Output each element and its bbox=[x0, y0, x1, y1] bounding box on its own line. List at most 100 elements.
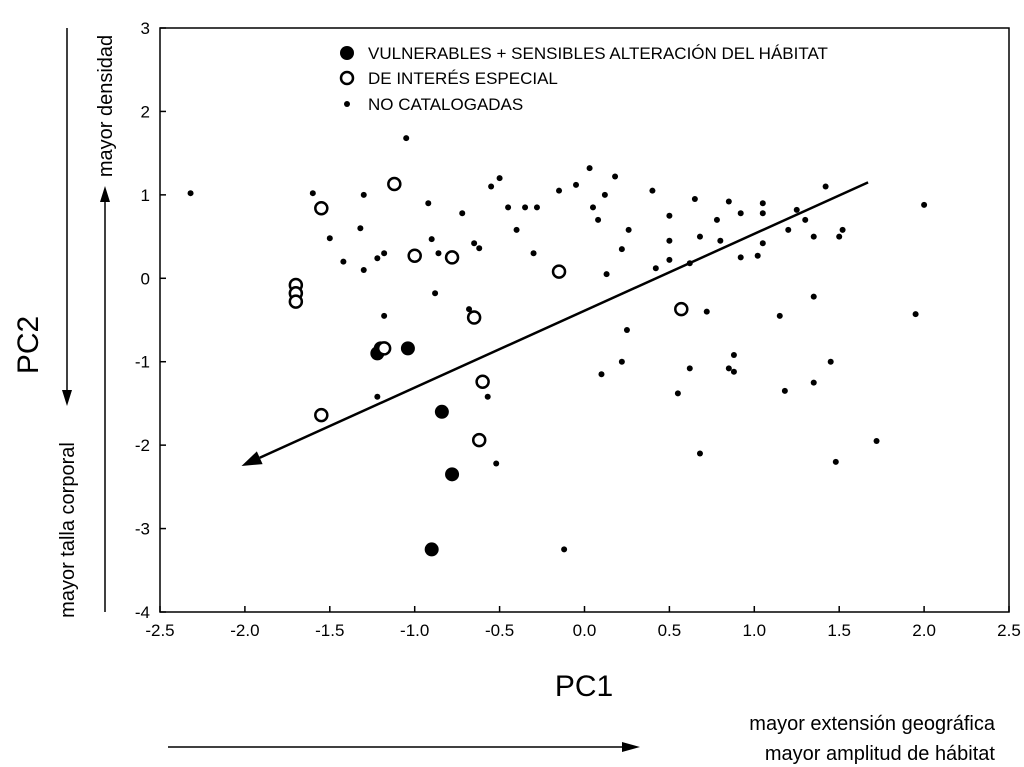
point-no-catalogada bbox=[810, 379, 817, 386]
x-tick-label: -1.5 bbox=[315, 621, 344, 640]
point-no-catalogada bbox=[403, 135, 410, 142]
point-no-catalogada bbox=[530, 250, 537, 257]
point-no-catalogada bbox=[425, 200, 432, 207]
point-no-catalogada bbox=[428, 236, 435, 243]
point-interes-especial bbox=[376, 341, 392, 356]
point-no-catalogada bbox=[737, 210, 744, 217]
point-no-catalogada bbox=[759, 240, 766, 247]
point-no-catalogada bbox=[759, 200, 766, 207]
point-no-catalogada bbox=[725, 198, 732, 205]
point-vulnerables bbox=[424, 542, 439, 557]
point-no-catalogada bbox=[493, 460, 500, 467]
point-vulnerables bbox=[434, 404, 449, 419]
legend-marker-vulnerables bbox=[340, 46, 354, 60]
x-tick-label: 2.5 bbox=[997, 621, 1021, 640]
y-axis-title: PC2 bbox=[12, 316, 45, 374]
point-no-catalogada bbox=[488, 183, 495, 190]
point-interes-especial bbox=[475, 374, 490, 389]
y-tick-label: -4 bbox=[135, 603, 150, 622]
legend-label-vulnerables: VULNERABLES + SENSIBLES ALTERACIÓN DEL H… bbox=[368, 44, 828, 63]
y-tick-label: -2 bbox=[135, 436, 150, 455]
point-no-catalogada bbox=[696, 450, 703, 457]
point-interes-especial bbox=[444, 250, 460, 265]
legend: VULNERABLES + SENSIBLES ALTERACIÓN DEL H… bbox=[339, 44, 828, 114]
point-no-catalogada bbox=[810, 293, 817, 300]
point-no-catalogada bbox=[601, 191, 608, 198]
point-vulnerables bbox=[400, 341, 415, 356]
point-no-catalogada bbox=[573, 181, 580, 188]
point-no-catalogada bbox=[793, 206, 800, 213]
x-tick-label: -1.0 bbox=[400, 621, 429, 640]
point-interes-especial bbox=[551, 264, 567, 279]
point-no-catalogada bbox=[618, 358, 625, 365]
point-no-catalogada bbox=[822, 183, 829, 190]
legend-marker-no-catalogadas bbox=[344, 101, 350, 107]
point-no-catalogada bbox=[381, 250, 388, 257]
point-no-catalogada bbox=[476, 245, 483, 252]
point-no-catalogada bbox=[649, 187, 656, 194]
point-no-catalogada bbox=[561, 546, 568, 553]
down-label: mayor talla corporal bbox=[57, 442, 79, 618]
point-no-catalogada bbox=[730, 352, 737, 359]
x-tick-label: 1.0 bbox=[742, 621, 766, 640]
point-no-catalogada bbox=[781, 387, 788, 394]
point-no-catalogada bbox=[754, 252, 761, 259]
point-no-catalogada bbox=[776, 312, 783, 319]
point-no-catalogada bbox=[586, 165, 593, 172]
point-no-catalogada bbox=[625, 226, 632, 233]
x-tick-label: 0.5 bbox=[658, 621, 682, 640]
point-no-catalogada bbox=[360, 191, 367, 198]
y-tick-label: 3 bbox=[141, 19, 150, 38]
point-no-catalogada bbox=[513, 226, 520, 233]
point-interes-especial bbox=[407, 248, 422, 264]
point-no-catalogada bbox=[187, 190, 194, 197]
point-no-catalogada bbox=[533, 204, 540, 211]
point-no-catalogada bbox=[466, 306, 473, 313]
point-no-catalogada bbox=[435, 250, 442, 257]
point-interes-especial bbox=[314, 200, 329, 216]
point-no-catalogada bbox=[836, 233, 843, 240]
point-no-catalogada bbox=[556, 187, 563, 194]
y-tick-label: 1 bbox=[141, 186, 150, 205]
point-no-catalogada bbox=[703, 308, 710, 315]
legend-label-interes: DE INTERÉS ESPECIAL bbox=[368, 69, 558, 88]
point-no-catalogada bbox=[759, 210, 766, 217]
point-no-catalogada bbox=[827, 358, 834, 365]
point-no-catalogada bbox=[603, 271, 610, 278]
point-no-catalogada bbox=[652, 265, 659, 272]
x-tick-label: 1.5 bbox=[827, 621, 851, 640]
point-no-catalogada bbox=[360, 266, 367, 273]
point-no-catalogada bbox=[696, 233, 703, 240]
point-no-catalogada bbox=[598, 371, 605, 378]
point-no-catalogada bbox=[717, 237, 724, 244]
point-no-catalogada bbox=[589, 204, 596, 211]
y-tick-label: 2 bbox=[141, 102, 150, 121]
point-no-catalogada bbox=[730, 368, 737, 375]
point-interes-especial bbox=[674, 301, 689, 317]
point-no-catalogada bbox=[484, 393, 491, 400]
point-no-catalogada bbox=[691, 196, 698, 203]
x-axis-title: PC1 bbox=[555, 670, 613, 703]
point-no-catalogada bbox=[839, 226, 846, 233]
legend-label-no-catalogadas: NO CATALOGADAS bbox=[368, 95, 523, 114]
point-no-catalogada bbox=[666, 256, 673, 263]
point-no-catalogada bbox=[618, 246, 625, 253]
point-no-catalogada bbox=[802, 216, 809, 223]
right-arrow-head bbox=[622, 742, 640, 752]
point-no-catalogada bbox=[666, 212, 673, 219]
right-label-2: mayor amplitud de hábitat bbox=[765, 743, 996, 765]
point-interes-especial bbox=[314, 407, 329, 423]
point-no-catalogada bbox=[374, 255, 381, 262]
x-tick-label: -0.5 bbox=[485, 621, 514, 640]
point-no-catalogada bbox=[595, 216, 602, 223]
x-tick-label: -2.5 bbox=[145, 621, 174, 640]
arrow-head bbox=[241, 451, 263, 466]
point-no-catalogada bbox=[326, 235, 333, 242]
arrow-shaft bbox=[259, 181, 869, 459]
point-no-catalogada bbox=[912, 311, 919, 318]
point-no-catalogada bbox=[496, 175, 503, 182]
vertical-annotations: mayor densidad mayor talla corporal bbox=[57, 28, 117, 618]
point-interes-especial bbox=[288, 294, 304, 309]
point-no-catalogada bbox=[381, 312, 388, 319]
